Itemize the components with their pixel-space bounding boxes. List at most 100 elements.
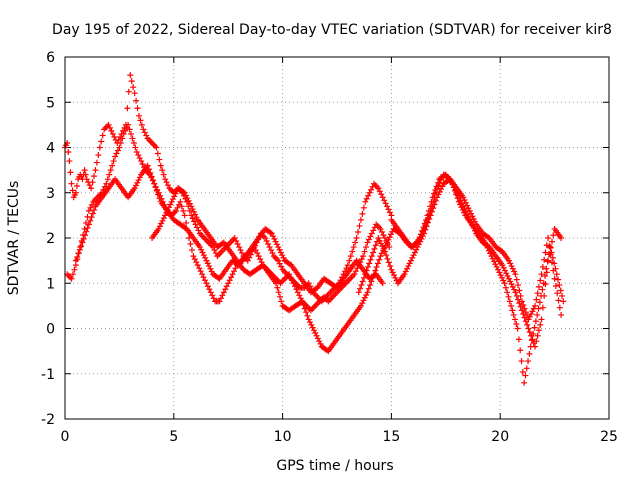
data-point — [132, 182, 139, 189]
data-point — [287, 274, 294, 281]
data-point — [539, 286, 546, 293]
data-point — [111, 133, 118, 140]
data-point — [279, 252, 286, 259]
data-point — [276, 260, 283, 267]
data-point — [204, 283, 211, 290]
data-point — [498, 274, 505, 281]
data-point — [501, 267, 508, 274]
data-point — [351, 271, 358, 278]
data-point — [85, 221, 92, 228]
data-point — [377, 225, 384, 232]
data-point — [353, 235, 360, 241]
data-point — [180, 207, 187, 214]
data-point — [301, 305, 308, 312]
data-point — [386, 234, 393, 241]
data-point — [290, 280, 297, 287]
data-point — [515, 282, 522, 289]
data-point — [275, 289, 282, 296]
data-point — [198, 246, 205, 253]
data-point — [108, 127, 115, 134]
data-point — [385, 206, 392, 213]
data-point — [379, 280, 386, 287]
data-point — [386, 209, 393, 216]
data-point — [277, 249, 284, 256]
data-point — [75, 250, 82, 257]
data-point — [531, 324, 538, 331]
data-point — [206, 263, 213, 270]
data-point — [556, 282, 563, 289]
data-point — [500, 264, 507, 271]
data-point — [356, 222, 363, 229]
data-point — [95, 152, 102, 159]
data-point — [129, 135, 136, 142]
data-point — [404, 265, 411, 272]
data-point — [383, 252, 390, 259]
data-point — [376, 188, 383, 195]
data-point — [269, 250, 276, 257]
data-point — [169, 196, 176, 203]
data-point — [192, 221, 199, 228]
data-point — [83, 176, 90, 183]
data-point — [361, 294, 368, 301]
data-point — [534, 332, 541, 339]
data-point — [297, 299, 304, 306]
data-point — [512, 289, 519, 296]
data-point — [391, 272, 398, 279]
data-point — [541, 256, 548, 263]
data-point — [461, 206, 468, 213]
data-point — [132, 144, 139, 151]
data-point — [270, 233, 277, 240]
data-point — [267, 229, 274, 236]
data-point — [188, 212, 195, 219]
data-point — [303, 309, 310, 316]
data-point — [546, 243, 553, 250]
data-point — [385, 236, 392, 243]
data-point — [310, 327, 317, 334]
data-point — [139, 161, 146, 168]
data-point — [286, 271, 293, 278]
data-point — [359, 210, 366, 217]
data-point — [530, 305, 537, 312]
data-point — [378, 191, 385, 198]
data-point — [498, 247, 505, 254]
data-point — [366, 260, 373, 267]
data-point — [379, 194, 386, 201]
data-point — [236, 244, 243, 251]
data-point — [167, 201, 174, 208]
data-point — [189, 206, 196, 213]
data-point — [244, 257, 251, 264]
data-point — [489, 255, 496, 262]
data-point — [456, 195, 463, 202]
data-point — [434, 194, 441, 201]
data-point — [360, 274, 367, 281]
data-point — [157, 162, 164, 169]
data-point — [83, 228, 90, 235]
data-point — [518, 298, 525, 305]
data-point — [512, 271, 519, 278]
data-point — [91, 206, 98, 213]
data-point — [457, 197, 464, 204]
data-point — [517, 292, 524, 299]
data-point — [434, 185, 441, 192]
data-point — [124, 105, 131, 112]
data-point — [468, 219, 475, 226]
data-point — [551, 275, 558, 282]
data-point — [199, 249, 206, 256]
data-point — [417, 238, 424, 245]
y-tick-label: 1 — [46, 276, 55, 292]
data-point — [187, 241, 194, 248]
data-point — [305, 316, 312, 323]
data-point — [156, 156, 163, 163]
data-point — [166, 204, 173, 211]
data-point — [432, 197, 439, 204]
data-point — [374, 238, 381, 245]
data-point — [267, 247, 274, 254]
data-point — [278, 298, 285, 305]
data-point — [471, 218, 478, 225]
data-point — [537, 321, 544, 328]
data-point — [385, 259, 392, 266]
data-point — [89, 179, 96, 186]
data-point — [312, 330, 319, 337]
data-point — [387, 231, 394, 238]
data-point — [133, 97, 140, 104]
